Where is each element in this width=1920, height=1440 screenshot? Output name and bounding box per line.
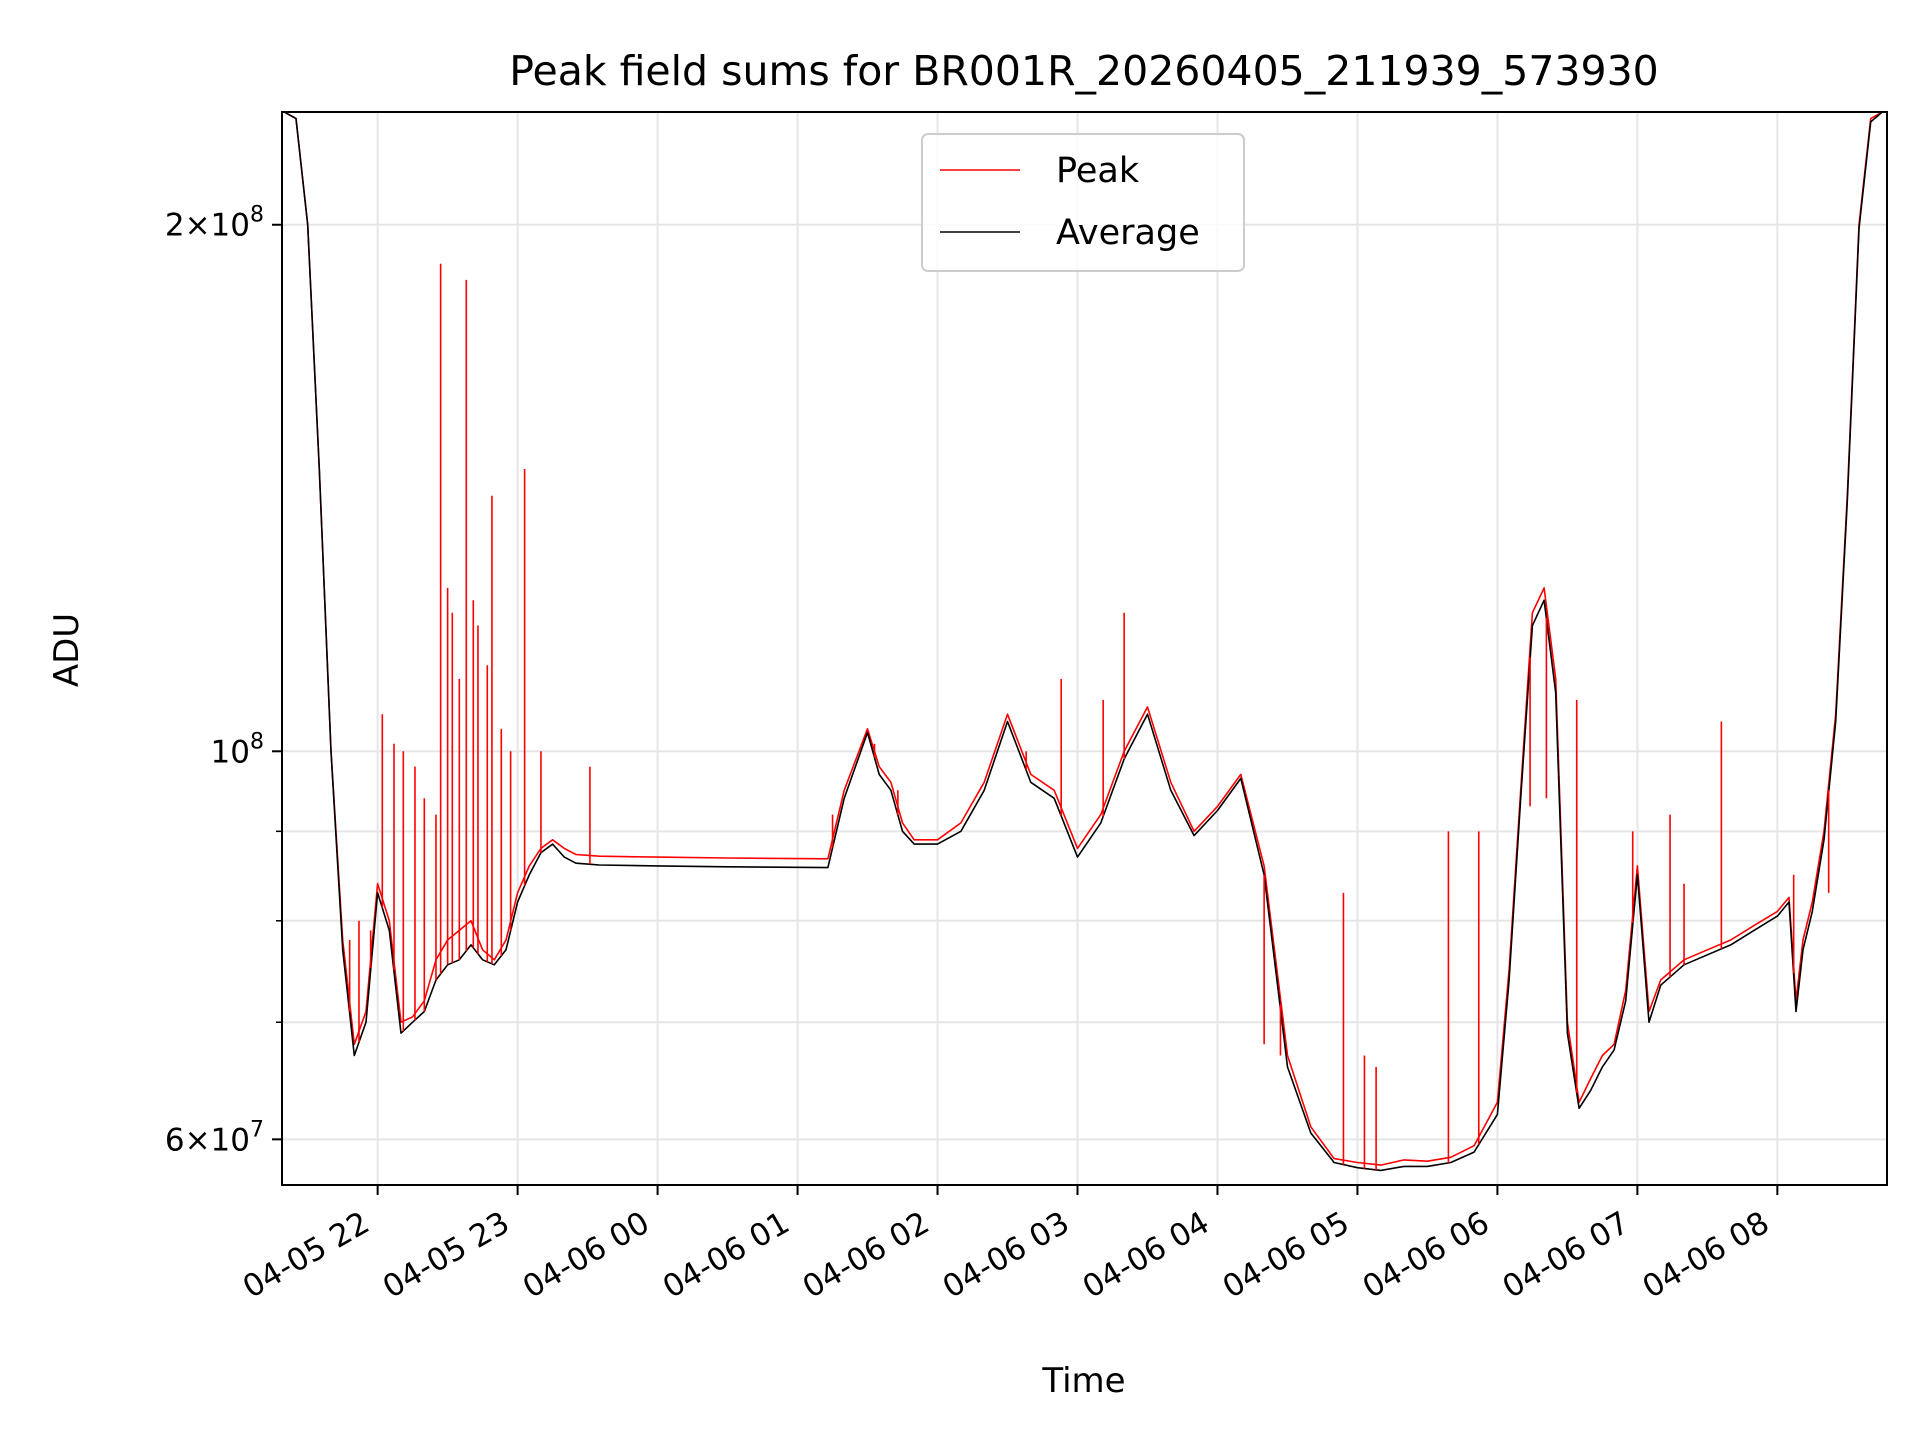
legend: Peak Average bbox=[921, 133, 1245, 272]
axes-frame bbox=[281, 111, 1888, 1186]
legend-label-peak: Peak bbox=[1056, 151, 1140, 191]
y-axis-label: ADU bbox=[47, 613, 87, 687]
x-axis-label: Time bbox=[1041, 1361, 1125, 1401]
legend-box bbox=[921, 133, 1245, 272]
y-axis: 2×108 108 6×107 bbox=[165, 203, 282, 1158]
y-tick-label: 2×108 bbox=[165, 203, 264, 244]
legend-label-average: Average bbox=[1056, 213, 1200, 253]
y-tick-label: 108 bbox=[211, 729, 264, 770]
plot-area bbox=[283, 112, 1883, 1172]
y-tick-label: 6×107 bbox=[165, 1117, 264, 1158]
chart-title: Peak field sums for BR001R_20260405_2119… bbox=[509, 47, 1659, 95]
